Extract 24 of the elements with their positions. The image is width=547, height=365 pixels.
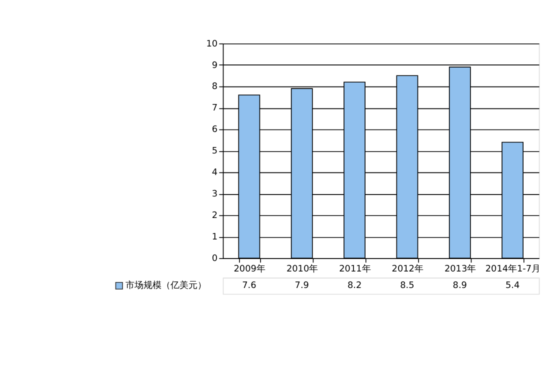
y-tick-label: 7 — [212, 104, 218, 114]
x-tick-label: 2013年 — [444, 264, 476, 275]
y-tick-label: 6 — [212, 125, 218, 136]
y-tick-label: 5 — [212, 146, 218, 157]
y-tick-label: 0 — [212, 254, 218, 264]
data-label: 7.9 — [294, 281, 310, 292]
x-tick-label: 2011年 — [339, 264, 371, 275]
data-label: 8.5 — [400, 281, 414, 292]
y-tick-label: 8 — [212, 82, 218, 92]
data-label: 8.2 — [347, 281, 362, 292]
x-tick-label: 2012年 — [392, 264, 424, 275]
y-tick-label: 3 — [212, 190, 218, 200]
legend-label: 市场规模（亿美元） — [126, 280, 207, 292]
x-tick-label: 2009年 — [234, 264, 266, 275]
y-tick-label: 2 — [212, 211, 218, 222]
y-tick-label: 10 — [206, 39, 218, 50]
y-tick-label: 1 — [212, 232, 218, 243]
x-tick-label: 2010年 — [286, 264, 318, 275]
y-tick-label: 4 — [212, 168, 218, 178]
y-tick-label: 9 — [212, 60, 218, 71]
x-tick-label: 2014年1-7月 — [485, 264, 541, 275]
data-label: 7.6 — [242, 281, 257, 292]
data-label: 8.9 — [452, 281, 468, 292]
data-label: 5.4 — [505, 281, 520, 292]
